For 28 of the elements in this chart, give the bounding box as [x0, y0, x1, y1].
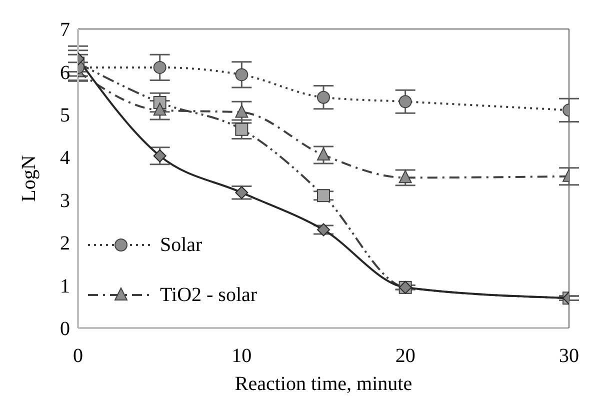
point — [235, 68, 248, 82]
point — [317, 90, 330, 104]
point — [317, 223, 330, 236]
y-tick-label: 2 — [60, 232, 70, 255]
y-tick-label: 1 — [60, 275, 70, 298]
y-tick-label: 0 — [60, 318, 70, 340]
x-axis-title: Reaction time, minute — [234, 373, 412, 395]
y-tick-label: 5 — [60, 104, 70, 127]
point — [398, 170, 412, 184]
legend-label: Solar — [160, 234, 202, 256]
y-tick-label: 3 — [60, 190, 70, 212]
point — [398, 95, 412, 108]
y-tick-label: 6 — [60, 62, 70, 84]
y-tick-label: 4 — [60, 147, 70, 170]
legend-label: TiO2 - solar — [160, 284, 258, 306]
y-axis-title: LogN — [18, 155, 40, 202]
point — [235, 186, 248, 200]
point — [317, 148, 330, 161]
x-tick-label: 20 — [395, 345, 416, 368]
y-tick-label: 7 — [60, 19, 70, 42]
point — [317, 189, 330, 202]
point — [153, 102, 166, 116]
point — [235, 122, 248, 136]
x-tick-label: 10 — [232, 345, 252, 368]
point — [153, 149, 166, 162]
x-tick-label: 30 — [559, 345, 579, 368]
point — [235, 104, 248, 118]
point — [153, 60, 166, 74]
